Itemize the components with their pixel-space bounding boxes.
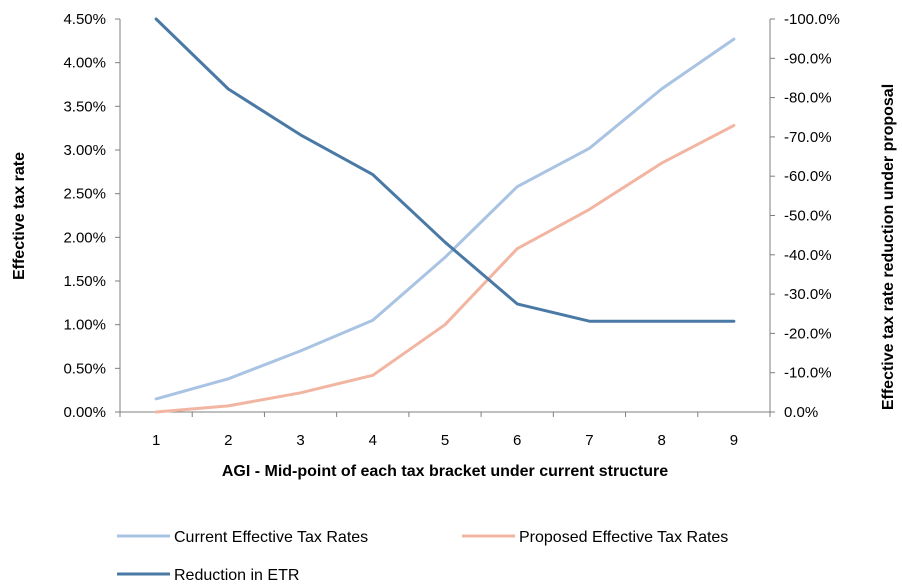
y-left-tick-label: 1.50% — [63, 273, 106, 290]
y-right-tick-label: -40.0% — [784, 247, 832, 264]
legend-label-current: Current Effective Tax Rates — [174, 529, 368, 546]
y-right-tick-label: -10.0% — [784, 365, 832, 382]
series-line-proposed — [154, 124, 736, 414]
x-axis-title: AGI - Mid-point of each tax bracket unde… — [222, 463, 668, 480]
y-right-tick-label: -70.0% — [784, 129, 832, 146]
y-axis-left-title: Effective tax rate — [11, 152, 28, 280]
y-right-tick-label: 0.0% — [784, 404, 818, 421]
y-left-tick-label: 0.00% — [63, 404, 106, 421]
x-tick-label: 5 — [441, 432, 449, 449]
x-tick-label: 4 — [369, 432, 377, 449]
legend-item-proposed[interactable]: Proposed Effective Tax Rates — [462, 529, 728, 546]
y-right-tick-label: -60.0% — [784, 168, 832, 185]
y-left-tick-label: 3.50% — [63, 98, 106, 115]
legend-item-current[interactable]: Current Effective Tax Rates — [117, 529, 368, 546]
y-right-tick-label: -100.0% — [784, 11, 840, 28]
y-left-tick-label: 2.50% — [63, 186, 106, 203]
y-right-tick-label: -80.0% — [784, 90, 832, 107]
series-line-reduction — [154, 17, 736, 323]
y-left-tick-label: 1.00% — [63, 317, 106, 334]
x-tick-label: 2 — [224, 432, 232, 449]
legend-label-reduction: Reduction in ETR — [174, 567, 299, 584]
y-left-tick-label: 4.00% — [63, 55, 106, 72]
y-right-tick-label: -30.0% — [784, 286, 832, 303]
y-left-tick-label: 2.00% — [63, 229, 106, 246]
y-axis-right-title: Effective tax rate reduction under propo… — [880, 84, 897, 410]
legend-item-reduction[interactable]: Reduction in ETR — [117, 567, 299, 584]
y-right-tick-label: -50.0% — [784, 208, 832, 225]
y-right-tick-label: -90.0% — [784, 50, 832, 67]
x-tick-label: 1 — [152, 432, 160, 449]
legend: Current Effective Tax Rates Proposed Eff… — [117, 529, 728, 584]
y-right-tick-label: -20.0% — [784, 325, 832, 342]
y-left-tick-label: 3.00% — [63, 142, 106, 159]
x-tick-label: 8 — [657, 432, 665, 449]
legend-label-proposed: Proposed Effective Tax Rates — [519, 529, 728, 546]
series-line-current — [154, 37, 736, 401]
x-tick-label: 3 — [296, 432, 304, 449]
y-left-tick-label: 4.50% — [63, 11, 106, 28]
x-tick-label: 6 — [513, 432, 521, 449]
x-tick-label: 9 — [730, 432, 738, 449]
y-left-tick-label: 0.50% — [63, 360, 106, 377]
x-tick-label: 7 — [585, 432, 593, 449]
